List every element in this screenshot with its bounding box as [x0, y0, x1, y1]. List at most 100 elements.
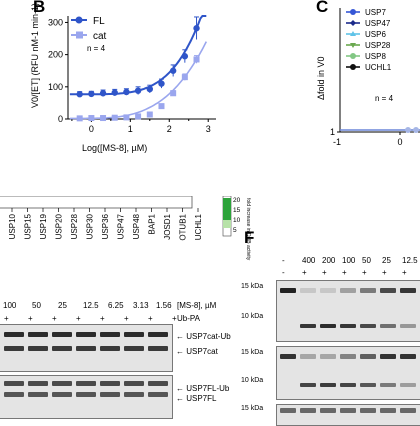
data-point [169, 67, 177, 74]
legend-label: USP28 [365, 41, 391, 50]
data-point [170, 90, 177, 97]
legend-label: USP6 [365, 30, 386, 39]
gel-d-ubpa-sign: + [148, 314, 153, 323]
band [280, 408, 296, 413]
gel-d-band-label: ← USP7cat-Ub [176, 332, 231, 341]
category-label: USP15 [24, 213, 33, 239]
band-conjugate [280, 288, 296, 293]
band-ub [148, 332, 168, 337]
band-ub [100, 381, 120, 386]
legend-marker [350, 43, 356, 48]
band-conjugate [300, 288, 316, 293]
gel-f-mw: 10 kDa [241, 377, 264, 384]
data-point [111, 89, 118, 96]
colorbar-tick-label: 10 [233, 217, 241, 224]
gel-d-ubpa-sign: + [124, 314, 129, 323]
band [124, 392, 144, 397]
band-product [280, 383, 296, 387]
category-label: USP30 [86, 213, 95, 239]
gel-f-sign: + [302, 268, 307, 277]
band-conjugate [400, 354, 416, 359]
y-tick-label: 100 [48, 82, 63, 92]
legend-marker [350, 20, 356, 26]
x-tick-label: 0 [397, 137, 402, 147]
data-point [111, 114, 118, 121]
x-tick-label: 0 [89, 124, 94, 134]
band [4, 346, 24, 351]
gel-d-concentration: 50 [32, 301, 41, 310]
band-ub [28, 332, 48, 337]
band [300, 408, 316, 413]
gel-f-mw: 15 kDa [241, 405, 264, 412]
panel-b-chart: 0 100 200 300 0 1 2 3 FL cat [48, 15, 216, 134]
panel-c-chart: 1-10LUSP7USP47USP6USP28USP8UCHL1 [330, 8, 420, 147]
band-product [340, 383, 356, 387]
gel-f-concentration: 100 [342, 256, 356, 265]
category-label: USP20 [55, 213, 64, 239]
gel-d-concentration: 3.13 [133, 301, 149, 310]
colorbar-fill [223, 220, 231, 228]
colorbar-tick-label: 15 [233, 207, 241, 214]
data-point [134, 87, 142, 94]
band-conjugate [320, 354, 336, 359]
x-tick-label: 3 [206, 124, 211, 134]
gel-d-concentration: 100 [3, 301, 17, 310]
gel-f-concentration: 400 [302, 256, 316, 265]
gel-f-sign: + [402, 268, 407, 277]
colorbar-tick-label: 20 [233, 197, 241, 204]
band-conjugate [360, 288, 376, 293]
band-ub [28, 381, 48, 386]
category-label: OTUB1 [179, 213, 188, 240]
data-point [76, 91, 83, 98]
band-conjugate [380, 288, 396, 293]
panel-c-n: n = 4 [375, 94, 394, 103]
data-point [158, 103, 165, 110]
legend-label: USP8 [365, 52, 386, 61]
band [76, 346, 96, 351]
gel-d-ubpa-sign: + [52, 314, 57, 323]
gel-d-concentration: 25 [58, 301, 67, 310]
legend-marker [350, 53, 356, 59]
gel-f-sign: + [382, 268, 387, 277]
data-point [181, 74, 188, 81]
gel-f-sign: + [342, 268, 347, 277]
colorbar-fill [223, 198, 231, 220]
band [76, 392, 96, 397]
gel-f-sign: - [282, 268, 285, 277]
data-point [193, 56, 200, 63]
x-tick-label: 1 [128, 124, 133, 134]
band-conjugate [400, 288, 416, 293]
band-ub [52, 381, 72, 386]
gel-f-mw: 15 kDa [241, 283, 264, 290]
band-product [300, 383, 316, 387]
category-label: USP47 [117, 213, 126, 239]
band-product [320, 324, 336, 328]
band-conjugate [340, 288, 356, 293]
band-product [380, 383, 396, 387]
band-ub [100, 332, 120, 337]
data-point [193, 25, 200, 32]
band [400, 408, 416, 413]
band-ub [124, 332, 144, 337]
legend-label: USP47 [365, 19, 391, 28]
band-product [380, 324, 396, 328]
gel-f-sign: + [362, 268, 367, 277]
gel-d-ubpa-sign: + [4, 314, 9, 323]
data-point [123, 114, 130, 121]
legend-label: USP7 [365, 8, 386, 17]
colorbar-tick-label: 5 [233, 227, 237, 234]
gel-d-ubpa-sign: + [76, 314, 81, 323]
category-label: UCHL1 [194, 213, 203, 240]
gel-f-concentration: 12.5 [402, 256, 418, 265]
category-label: USP48 [132, 213, 141, 239]
panel-f-letter: F [244, 228, 255, 247]
band-ub [76, 381, 96, 386]
gel-f-concentration: 25 [382, 256, 391, 265]
band-product [360, 383, 376, 387]
x-tick-label: 2 [167, 124, 172, 134]
band [380, 408, 396, 413]
band-product [360, 324, 376, 328]
band-product [280, 324, 296, 328]
heatmap-row [0, 196, 193, 209]
gel-f-concentration: - [282, 256, 285, 265]
